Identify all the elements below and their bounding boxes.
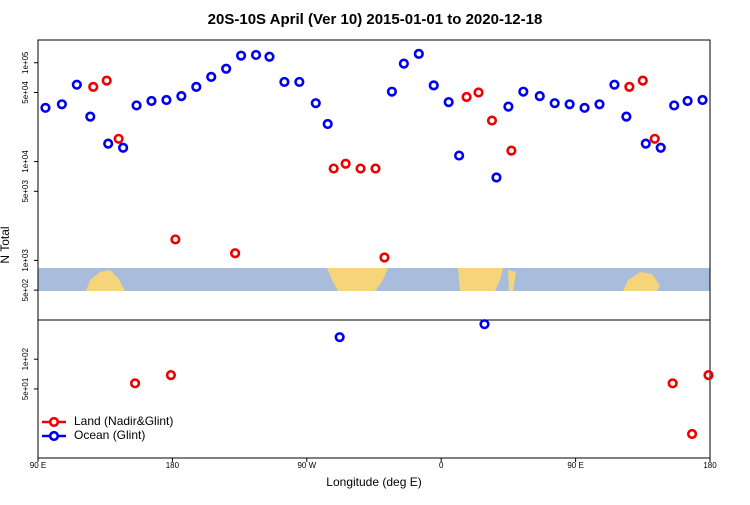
point (129, 378, 141, 389)
point (85, 111, 96, 122)
point (250, 49, 262, 61)
point (322, 118, 333, 130)
y-axis-label: N Total (0, 226, 12, 263)
point (667, 378, 678, 389)
chart-title: 20S-10S April (Ver 10) 2015-01-01 to 202… (208, 11, 543, 28)
point (310, 98, 321, 109)
point (221, 63, 232, 74)
point (640, 138, 651, 149)
point (503, 101, 514, 112)
point (506, 145, 517, 156)
point (40, 102, 51, 113)
point (443, 96, 454, 108)
point (491, 172, 502, 183)
point (386, 86, 398, 97)
legend-marker (48, 416, 60, 428)
point (146, 95, 157, 107)
x-tick-label: 0 (439, 461, 444, 470)
point (191, 81, 202, 92)
point (518, 86, 529, 97)
point (56, 99, 67, 110)
legend-label: Land (Nadir&Glint) (74, 414, 173, 428)
point (655, 142, 666, 153)
point (170, 234, 181, 245)
land-shape (458, 268, 503, 291)
point (355, 163, 366, 174)
point (235, 50, 247, 61)
point (101, 75, 112, 86)
point (486, 115, 498, 126)
land-shape (86, 270, 125, 291)
point (370, 163, 381, 174)
y-tick-label: 5e+04 (21, 81, 30, 104)
point (682, 95, 693, 107)
point (230, 248, 241, 259)
y-tick-label: 5e+02 (21, 278, 30, 301)
point (697, 94, 708, 106)
point (279, 76, 290, 88)
y-tick-label: 5e+01 (21, 377, 30, 400)
point (161, 94, 172, 106)
point (206, 71, 217, 82)
point (549, 98, 560, 109)
y-tick-label: 1e+03 (21, 249, 30, 272)
point (534, 90, 545, 102)
point (686, 428, 698, 440)
x-tick-label: 90 E (30, 461, 46, 470)
point (118, 142, 129, 153)
land-shape (508, 270, 516, 291)
point (103, 138, 114, 149)
point (564, 99, 575, 110)
point (594, 99, 605, 110)
x-axis-label: Longitude (deg E) (326, 475, 421, 489)
point (328, 163, 339, 174)
y-tick-label: 1e+02 (21, 347, 30, 370)
point (637, 75, 648, 86)
point (624, 81, 635, 92)
point (379, 252, 390, 263)
legend-marker (48, 430, 60, 442)
x-tick-label: 90 E (567, 461, 583, 470)
point (579, 102, 590, 113)
point (609, 79, 620, 90)
point (669, 100, 680, 111)
point (461, 91, 472, 103)
legend-label: Ocean (Glint) (74, 428, 145, 442)
land-shape (623, 272, 660, 291)
point (454, 150, 465, 161)
point (473, 87, 484, 98)
point (649, 133, 660, 144)
point (294, 76, 305, 88)
point (334, 332, 345, 343)
x-tick-label: 180 (703, 461, 717, 470)
point (479, 319, 490, 330)
point (340, 158, 351, 169)
point (71, 79, 82, 90)
y-tick-label: 5e+03 (21, 180, 30, 203)
point (113, 133, 124, 144)
point (428, 80, 439, 91)
y-tick-label: 1e+04 (21, 150, 30, 173)
point (264, 51, 275, 62)
point (703, 370, 714, 381)
point (165, 370, 177, 381)
plot-frame (37, 39, 711, 459)
land-shape (327, 268, 388, 291)
x-tick-label: 90 W (297, 461, 316, 470)
point (413, 48, 424, 59)
point (131, 100, 142, 111)
point (621, 111, 632, 122)
point (398, 58, 409, 69)
point (176, 90, 187, 102)
point (88, 81, 99, 92)
x-tick-label: 180 (166, 461, 180, 470)
y-tick-label: 1e+05 (21, 51, 30, 74)
